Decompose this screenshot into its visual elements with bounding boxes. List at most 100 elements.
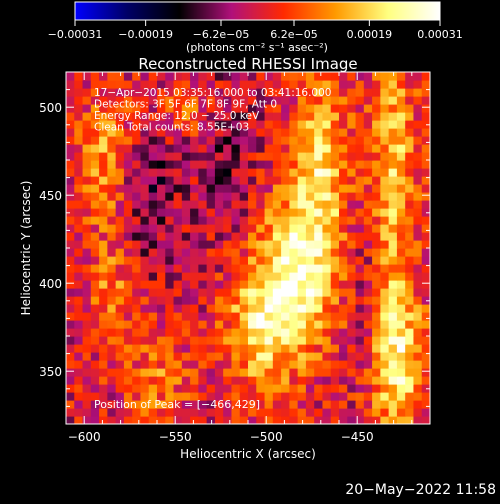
heatmap-cell: [314, 376, 324, 385]
heatmap-cell: [66, 416, 75, 424]
heatmap-cell: [99, 152, 108, 161]
heatmap-cell: [281, 384, 290, 393]
heatmap-cell: [405, 136, 415, 145]
heatmap-cell: [380, 128, 390, 137]
heatmap-cell: [322, 240, 332, 249]
heatmap-cell: [363, 208, 373, 217]
heatmap-cell: [90, 344, 100, 353]
heatmap-cell: [239, 368, 249, 377]
heatmap-cell: [190, 408, 199, 417]
heatmap-cell: [314, 280, 324, 289]
heatmap-cell: [99, 384, 108, 393]
heatmap-cell: [123, 352, 133, 361]
heatmap-cell: [355, 168, 365, 177]
heatmap-cell: [231, 360, 241, 369]
heatmap-cell: [289, 304, 299, 313]
heatmap-cell: [74, 208, 84, 217]
heatmap-cell: [413, 104, 423, 113]
heatmap-cell: [281, 168, 290, 177]
heatmap-cell: [355, 88, 365, 97]
heatmap-cell: [157, 112, 166, 121]
heatmap-cell: [82, 408, 92, 417]
heatmap-cell: [339, 168, 348, 177]
heatmap-cell: [305, 224, 315, 233]
heatmap-cell: [372, 248, 381, 257]
heatmap-cell: [380, 272, 390, 281]
heatmap-cell: [165, 376, 175, 385]
heatmap-cell: [132, 312, 142, 321]
heatmap-cell: [396, 384, 406, 393]
heatmap-cell: [355, 104, 365, 113]
heatmap-cell: [223, 328, 233, 337]
heatmap-cell: [314, 216, 324, 225]
heatmap-cell: [297, 192, 307, 201]
heatmap-cell: [256, 88, 266, 97]
heatmap-cell: [181, 88, 191, 97]
heatmap-cell: [123, 272, 133, 281]
heatmap-cell: [421, 144, 430, 153]
heatmap-cell: [173, 88, 183, 97]
heatmap-cell: [107, 368, 117, 377]
heatmap-cell: [132, 280, 142, 289]
heatmap-cell: [405, 384, 415, 393]
heatmap-cell: [347, 352, 357, 361]
heatmap-cell: [173, 288, 183, 297]
heatmap-cell: [305, 240, 315, 249]
heatmap-cell: [82, 168, 92, 177]
heatmap-cell: [66, 144, 75, 153]
heatmap-cell: [206, 336, 216, 345]
heatmap-cell: [347, 176, 357, 185]
heatmap-cell: [363, 96, 373, 105]
heatmap-cell: [132, 184, 142, 193]
heatmap-cell: [363, 120, 373, 129]
heatmap-cell: [248, 216, 257, 225]
heatmap-cell: [107, 104, 117, 113]
heatmap-cell: [123, 360, 133, 369]
heatmap-cell: [405, 160, 415, 169]
heatmap-cell: [239, 144, 249, 153]
heatmap-cell: [223, 272, 233, 281]
heatmap-cell: [330, 328, 340, 337]
heatmap-cell: [206, 104, 216, 113]
heatmap-cell: [322, 280, 332, 289]
heatmap-cell: [157, 224, 166, 233]
heatmap-cell: [388, 392, 398, 401]
heatmap-cell: [380, 248, 390, 257]
heatmap-cell: [396, 96, 406, 105]
heatmap-cell: [330, 360, 340, 369]
heatmap-cell: [157, 320, 166, 329]
heatmap-cell: [66, 80, 75, 89]
heatmap-cell: [132, 296, 142, 305]
heatmap-cell: [330, 128, 340, 137]
heatmap-cell: [380, 312, 390, 321]
heatmap-cell: [314, 104, 324, 113]
heatmap-cell: [90, 400, 100, 409]
heatmap-cell: [305, 88, 315, 97]
heatmap-cell: [123, 160, 133, 169]
heatmap-cell: [413, 280, 423, 289]
heatmap-cell: [388, 328, 398, 337]
heatmap-cell: [314, 344, 324, 353]
heatmap-cell: [231, 304, 241, 313]
heatmap-cell: [165, 248, 175, 257]
heatmap-cell: [173, 112, 183, 121]
heatmap-cell: [123, 416, 133, 424]
heatmap-cell: [330, 272, 340, 281]
heatmap-cell: [107, 320, 117, 329]
heatmap-cell: [289, 80, 299, 89]
heatmap-cell: [347, 240, 357, 249]
heatmap-cell: [256, 200, 266, 209]
heatmap-cell: [314, 240, 324, 249]
heatmap-cell: [223, 88, 233, 97]
heatmap-cell: [264, 328, 274, 337]
heatmap-cell: [66, 152, 75, 161]
heatmap-cell: [132, 392, 142, 401]
heatmap-cell: [297, 320, 307, 329]
heatmap-cell: [388, 208, 398, 217]
heatmap-cell: [339, 176, 348, 185]
heatmap-cell: [132, 200, 142, 209]
heatmap-cell: [396, 176, 406, 185]
heatmap-cell: [264, 272, 274, 281]
heatmap-cell: [123, 408, 133, 417]
heatmap-cell: [413, 80, 423, 89]
